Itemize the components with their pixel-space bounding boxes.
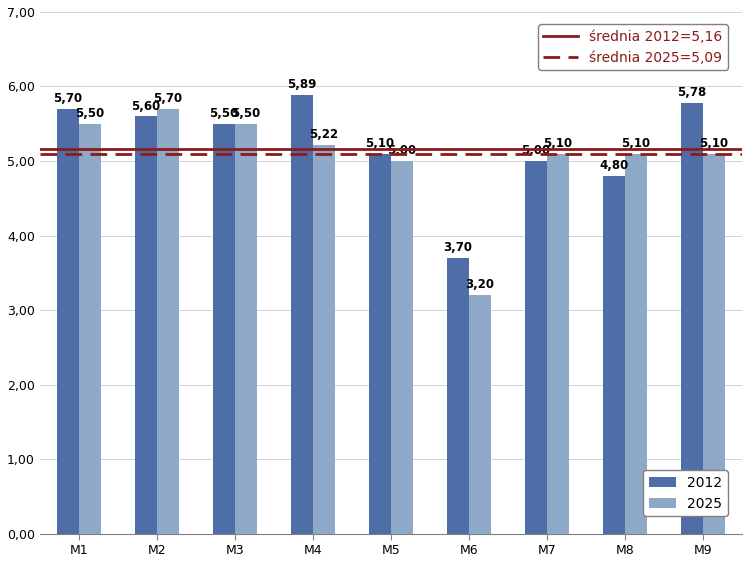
Bar bbox=[603, 176, 625, 534]
Bar bbox=[625, 153, 647, 534]
Text: 4,80: 4,80 bbox=[599, 159, 628, 172]
Text: 5,60: 5,60 bbox=[131, 100, 160, 113]
Text: 5,70: 5,70 bbox=[53, 92, 82, 105]
Bar bbox=[703, 153, 725, 534]
Bar bbox=[213, 124, 235, 534]
Bar bbox=[79, 124, 100, 534]
Bar bbox=[157, 109, 179, 534]
Bar bbox=[469, 295, 491, 534]
Text: 5,10: 5,10 bbox=[543, 137, 572, 150]
Text: 5,78: 5,78 bbox=[678, 86, 707, 99]
Text: 3,20: 3,20 bbox=[465, 279, 494, 292]
Text: 5,89: 5,89 bbox=[288, 78, 317, 91]
Legend: średnia 2012=5,16, średnia 2025=5,09: średnia 2012=5,16, średnia 2025=5,09 bbox=[538, 24, 728, 70]
Text: 5,50: 5,50 bbox=[75, 107, 104, 120]
Text: 5,70: 5,70 bbox=[154, 92, 182, 105]
Bar bbox=[313, 144, 335, 534]
Bar bbox=[235, 124, 257, 534]
Bar bbox=[525, 161, 547, 534]
Text: 3,70: 3,70 bbox=[443, 241, 473, 254]
Bar bbox=[291, 95, 313, 534]
Bar bbox=[447, 258, 469, 534]
Bar bbox=[135, 116, 157, 534]
Text: 5,10: 5,10 bbox=[366, 137, 395, 150]
Text: 5,00: 5,00 bbox=[521, 144, 551, 157]
Text: 5,00: 5,00 bbox=[387, 144, 416, 157]
Bar bbox=[391, 161, 413, 534]
Text: 5,10: 5,10 bbox=[622, 137, 650, 150]
Bar bbox=[681, 103, 703, 534]
Text: 5,10: 5,10 bbox=[700, 137, 729, 150]
Text: 5,50: 5,50 bbox=[209, 107, 239, 120]
Bar bbox=[57, 109, 79, 534]
Bar bbox=[547, 153, 568, 534]
Text: 5,22: 5,22 bbox=[309, 128, 339, 141]
Text: 5,50: 5,50 bbox=[231, 107, 261, 120]
Bar bbox=[369, 153, 391, 534]
